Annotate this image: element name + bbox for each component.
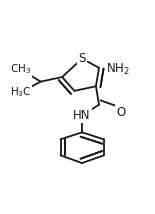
Text: S: S [78, 52, 86, 65]
Text: HN: HN [73, 109, 91, 122]
Text: O: O [116, 106, 125, 119]
Text: CH$_3$: CH$_3$ [10, 62, 31, 76]
Text: NH$_2$: NH$_2$ [106, 62, 129, 77]
Text: H$_3$C: H$_3$C [10, 86, 31, 99]
